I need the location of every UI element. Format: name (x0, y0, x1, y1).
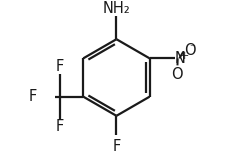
Text: ⁻: ⁻ (189, 43, 195, 53)
Text: F: F (55, 119, 64, 134)
Text: NH₂: NH₂ (103, 1, 130, 16)
Text: F: F (55, 59, 64, 74)
Text: F: F (29, 89, 37, 104)
Text: O: O (171, 67, 183, 82)
Text: O: O (184, 43, 196, 58)
Text: +: + (180, 51, 189, 61)
Text: F: F (112, 139, 121, 154)
Text: N: N (175, 51, 186, 66)
